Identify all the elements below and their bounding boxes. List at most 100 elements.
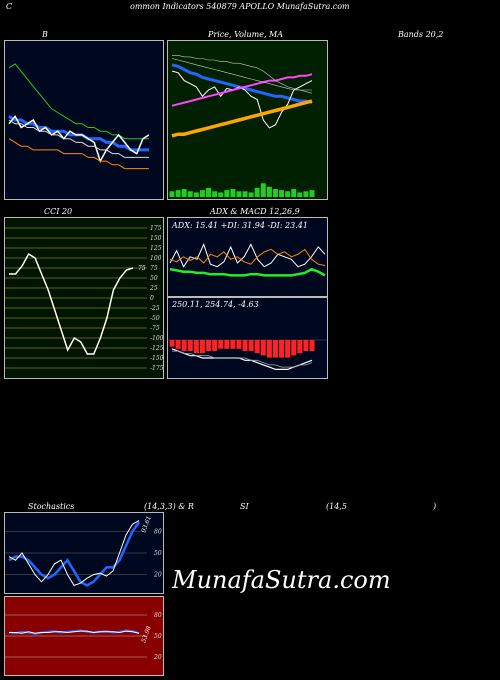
volume-bar: [266, 186, 272, 197]
cci-tick-label: 175: [150, 225, 162, 232]
panel-background: [168, 218, 327, 296]
cci-label: CCI 20: [44, 207, 73, 216]
cci-tick-label: 75: [150, 265, 158, 272]
macd-hist-bar: [279, 340, 285, 358]
cci-tick-label: 0: [150, 295, 154, 302]
adx-series-line: [169, 267, 326, 277]
volume-bar: [230, 189, 236, 197]
stoch-tick-label: 20: [153, 572, 162, 579]
macd-values: 250.11, 254.74, -4.63: [172, 300, 259, 309]
adx-values: ADX: 15.41 +DI: 31.94 -DI: 23.41: [172, 221, 308, 230]
volume-bar: [218, 192, 224, 197]
ma-envelope-line: [172, 55, 312, 91]
cci-tick-label: -75: [150, 325, 160, 332]
rsi-tick-label: 20: [153, 654, 162, 661]
bb-series-line: [8, 63, 149, 140]
stoch-tick-label: 50: [154, 550, 162, 557]
macd-hist-bar: [254, 340, 260, 354]
volume-bar: [169, 191, 175, 197]
adx-panel: ADX: 15.41 +DI: 31.94 -DI: 23.41: [167, 217, 328, 297]
bollinger-panel: [4, 40, 164, 200]
bands-label: Bands 20,2: [398, 30, 444, 39]
macd-hist-bar: [242, 340, 248, 351]
volume-bar: [212, 191, 218, 197]
macd-hist-bar: [187, 340, 193, 351]
macd-hist-bar: [230, 340, 236, 349]
macd-hist-bar: [285, 340, 291, 358]
volume-bar: [206, 187, 212, 197]
ma-envelope-line: [171, 58, 313, 94]
price-series-line: [171, 99, 313, 138]
volume-bar: [236, 191, 242, 197]
adx-series-line: [169, 243, 326, 268]
volume-bar: [199, 190, 205, 197]
price-panel: [167, 40, 328, 200]
rsi-params: (14,5: [326, 502, 347, 511]
volume-bar: [248, 192, 254, 197]
header-title: ommon Indicators 540879 APOLLO MunafaSut…: [130, 2, 350, 11]
bb-series-line: [8, 138, 149, 170]
stoch-series-line: [8, 520, 140, 587]
rsi-label: SI: [240, 502, 249, 511]
panel-background: [5, 41, 163, 199]
volume-bar: [187, 191, 193, 197]
macd-hist-bar: [218, 340, 224, 349]
volume-bar: [260, 183, 266, 197]
macd-hist-bar: [206, 340, 212, 351]
macd-hist-bar: [193, 340, 199, 354]
cci-tick-label: 150: [150, 235, 162, 242]
header-c: C: [6, 2, 13, 11]
bb-series-line: [8, 114, 150, 163]
macd-signal-line: [172, 350, 313, 368]
panel-background: [168, 298, 327, 378]
cci-tick-label: -125: [150, 345, 163, 352]
rsi-tick-label: 50: [154, 633, 162, 640]
cci-tick-label: -150: [150, 355, 163, 362]
adx-macd-label: ADX & MACD 12,26,9: [210, 207, 300, 216]
macd-hist-bar: [248, 340, 254, 351]
volume-bar: [175, 190, 181, 197]
rsi-tick-label: 80: [154, 612, 162, 619]
cci-tick-label: -25: [150, 305, 160, 312]
volume-bar: [272, 189, 278, 197]
volume-bar: [242, 191, 248, 197]
adx-series-line: [169, 248, 326, 266]
volume-bar: [181, 189, 187, 197]
macd-hist-bar: [266, 340, 272, 358]
cci-line: [9, 252, 134, 355]
volume-bar: [224, 190, 230, 197]
stochastics-panel: 80 50 20 93.61: [4, 512, 164, 594]
cci-tick-label: -100: [150, 335, 163, 342]
cci-panel: 175 150 125 100 75 50 25 0 -25 -50 -75 -100 -125 -150…: [4, 217, 164, 379]
watermark: MunafaSutra.com: [172, 566, 391, 594]
volume-bar: [303, 191, 309, 197]
macd-hist-bar: [224, 340, 230, 349]
cci-tick-label: 25: [149, 285, 158, 292]
macd-hist-bar: [291, 340, 297, 356]
macd-hist-bar: [199, 340, 205, 354]
macd-hist-bar: [297, 340, 303, 354]
cci-last-value: 75: [138, 265, 146, 272]
stoch-label: Stochastics: [28, 502, 75, 511]
stoch-series-line: [8, 521, 141, 587]
macd-hist-bar: [260, 340, 266, 356]
macd-hist-bar: [175, 340, 181, 349]
macd-hist-bar: [303, 340, 309, 351]
close-paren: ): [433, 502, 437, 511]
volume-bar: [309, 190, 315, 197]
macd-hist-bar: [272, 340, 278, 358]
cci-tick-label: -50: [150, 315, 160, 322]
macd-hist-bar: [236, 340, 242, 349]
volume-bar: [279, 190, 285, 197]
cci-tick-label: 50: [150, 275, 158, 282]
volume-bar: [297, 192, 303, 197]
price-series-line: [171, 73, 313, 107]
volume-bar: [193, 192, 199, 197]
macd-hist-bar: [309, 340, 315, 351]
stoch-tick-label: 80: [154, 528, 162, 535]
macd-hist-bar: [212, 340, 218, 351]
rsi-series-line: [9, 630, 140, 634]
price-label: Price, Volume, MA: [208, 30, 284, 39]
cci-tick-label: 100: [150, 255, 162, 262]
macd-hist-bar: [169, 340, 175, 347]
